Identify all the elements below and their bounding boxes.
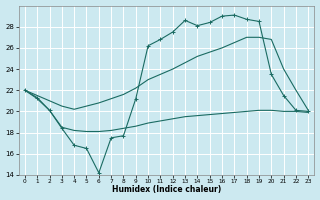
X-axis label: Humidex (Indice chaleur): Humidex (Indice chaleur) bbox=[112, 185, 221, 194]
